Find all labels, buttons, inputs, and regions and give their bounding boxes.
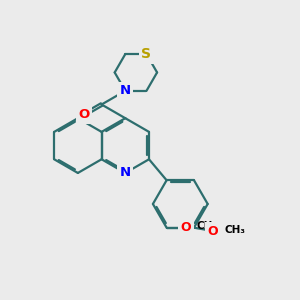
Text: CH₃: CH₃	[224, 224, 245, 235]
Text: O: O	[78, 108, 89, 121]
Text: S: S	[142, 47, 152, 61]
Text: N: N	[120, 167, 131, 179]
Text: CH₃: CH₃	[197, 221, 218, 231]
Text: O: O	[181, 221, 191, 234]
Text: O: O	[208, 224, 218, 238]
Text: N: N	[120, 84, 131, 97]
